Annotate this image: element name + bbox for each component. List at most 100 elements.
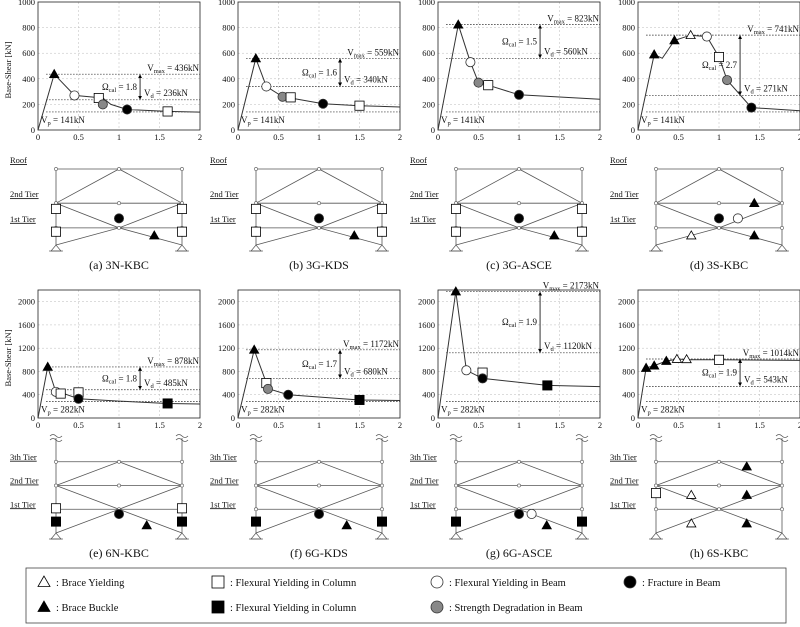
data-point-tri-open	[671, 353, 683, 363]
vmax-label: Vmax = 823kN	[547, 14, 599, 26]
hinge	[517, 459, 521, 464]
hinge	[254, 507, 258, 512]
panel-7: 0 400 800 1200 1600 2000 0 0.5 1 1.5 2 Vmax = 2173k…	[410, 281, 602, 560]
y-tick-label: 1200	[218, 343, 235, 353]
hinge	[654, 459, 658, 464]
hinge	[580, 459, 584, 464]
hinge	[117, 459, 121, 464]
hinge	[117, 483, 121, 488]
vmax-label: Vmax = 1172kN	[343, 339, 399, 351]
tier-label: 2nd Tier	[10, 189, 39, 199]
y-tick-label: 1200	[418, 343, 435, 353]
break-mark	[775, 434, 789, 438]
x-tick-label: 1.5	[554, 132, 565, 142]
y-tick-label: 400	[422, 390, 435, 400]
hinge	[717, 507, 721, 512]
x-tick-label: 1.5	[154, 132, 165, 142]
data-point-circ-open	[69, 90, 80, 101]
x-tick-label: 2	[198, 132, 202, 142]
tier-label: 1st Tier	[10, 214, 36, 224]
y-tick-label: 2000	[418, 297, 435, 307]
data-point-sq-open	[55, 388, 66, 399]
y-tick-label: 800	[222, 366, 235, 376]
hinge	[780, 225, 784, 230]
data-point-tri-filled	[250, 53, 262, 63]
brace	[455, 461, 583, 486]
y-tick-label: 400	[622, 74, 635, 84]
frame-marker-tri-filled	[548, 230, 560, 240]
hinge	[317, 167, 321, 171]
panel-4: 0 200 400 600 800 1000 0 0.5 1 1.5 2 Vmax = 741kN Vd…	[610, 0, 800, 272]
hinge	[317, 459, 321, 464]
hinge	[380, 167, 384, 171]
frame-marker-circ-filled	[514, 213, 525, 224]
y-tick-label: 400	[422, 74, 435, 84]
vp-label: Vp = 141kN	[641, 115, 685, 127]
plot-area-border	[37, 1, 201, 131]
vp-label: Vp = 282kN	[41, 405, 85, 417]
hinge	[117, 225, 121, 230]
x-tick-label: 1	[117, 132, 121, 142]
break-mark	[375, 434, 389, 438]
frame-marker-sq-open	[176, 503, 187, 514]
frame-marker-sq-filled	[450, 516, 461, 527]
x-tick-label: 0.5	[473, 132, 484, 142]
data-point-tri-filled	[648, 49, 660, 59]
frame-marker-sq-filled	[51, 516, 62, 527]
omega-label: Ωcal = 1.5	[502, 36, 538, 48]
vmax-label: Vmax = 741kN	[747, 24, 799, 36]
data-point-circ-open	[261, 81, 272, 92]
y-tick-label: 600	[422, 48, 435, 58]
hinge	[180, 483, 184, 488]
data-point-sq-filled	[354, 394, 365, 405]
y-tick-label: 800	[622, 23, 635, 33]
brace	[55, 485, 183, 510]
vd-label: Vd = 1120kN	[544, 341, 592, 353]
hinge	[54, 459, 58, 464]
panel-6: 0 400 800 1200 1600 2000 0 0.5 1 1.5 2 Vmax = 1172k…	[210, 289, 402, 560]
frame-marker-circ-open	[732, 213, 743, 224]
panel-caption: (h) 6S-KBC	[690, 546, 748, 560]
hinge	[717, 167, 721, 171]
y-tick-label: 800	[22, 366, 35, 376]
legend-frame	[25, 567, 787, 624]
y-tick-label: 0	[631, 413, 635, 423]
support	[576, 244, 588, 252]
tier-label: 1st Tier	[410, 214, 436, 224]
break-mark	[575, 438, 589, 442]
x-tick-label: 2	[198, 420, 202, 430]
x-tick-label: 1	[317, 132, 321, 142]
legend-label: : Flexural Yielding in Beam	[449, 578, 566, 589]
pushover-curve	[37, 366, 201, 419]
hinge	[580, 507, 584, 512]
legend-label: : Brace Buckle	[56, 603, 119, 614]
omega-label: Ωcal = 1.9	[702, 368, 738, 380]
brace	[255, 485, 383, 510]
y-tick-label: 1600	[418, 320, 435, 330]
frame-marker-tri-filled	[741, 489, 753, 499]
break-mark	[649, 438, 663, 442]
x-tick-label: 1.5	[354, 132, 365, 142]
legend-label: : Flexural Yielding in Column	[230, 603, 357, 614]
data-point-circ-filled	[477, 373, 488, 384]
support	[50, 532, 62, 540]
data-point-circ-open	[701, 31, 712, 42]
brace	[255, 461, 383, 486]
legend-symbol-circ-open	[430, 575, 444, 589]
y-tick-label: 800	[222, 23, 235, 33]
support	[176, 244, 188, 252]
y-tick-label: 1200	[18, 343, 35, 353]
y-tick-label: 800	[422, 366, 435, 376]
plot-area-border	[637, 1, 800, 131]
x-tick-label: 1	[717, 420, 721, 430]
x-tick-label: 0	[436, 132, 440, 142]
y-tick-label: 200	[222, 99, 235, 109]
frame-marker-sq-filled	[376, 516, 387, 527]
x-tick-label: 0	[36, 132, 40, 142]
tier-label: 2nd Tier	[610, 476, 639, 486]
brace	[55, 461, 183, 486]
vp-label: Vp = 141kN	[441, 115, 485, 127]
panel-1: 0 200 400 600 800 1000 0 0.5 1 1.5 2 Vmax = 436kN Vd…	[10, 0, 202, 272]
support	[776, 532, 788, 540]
vd-label: Vd = 560kN	[544, 46, 588, 58]
